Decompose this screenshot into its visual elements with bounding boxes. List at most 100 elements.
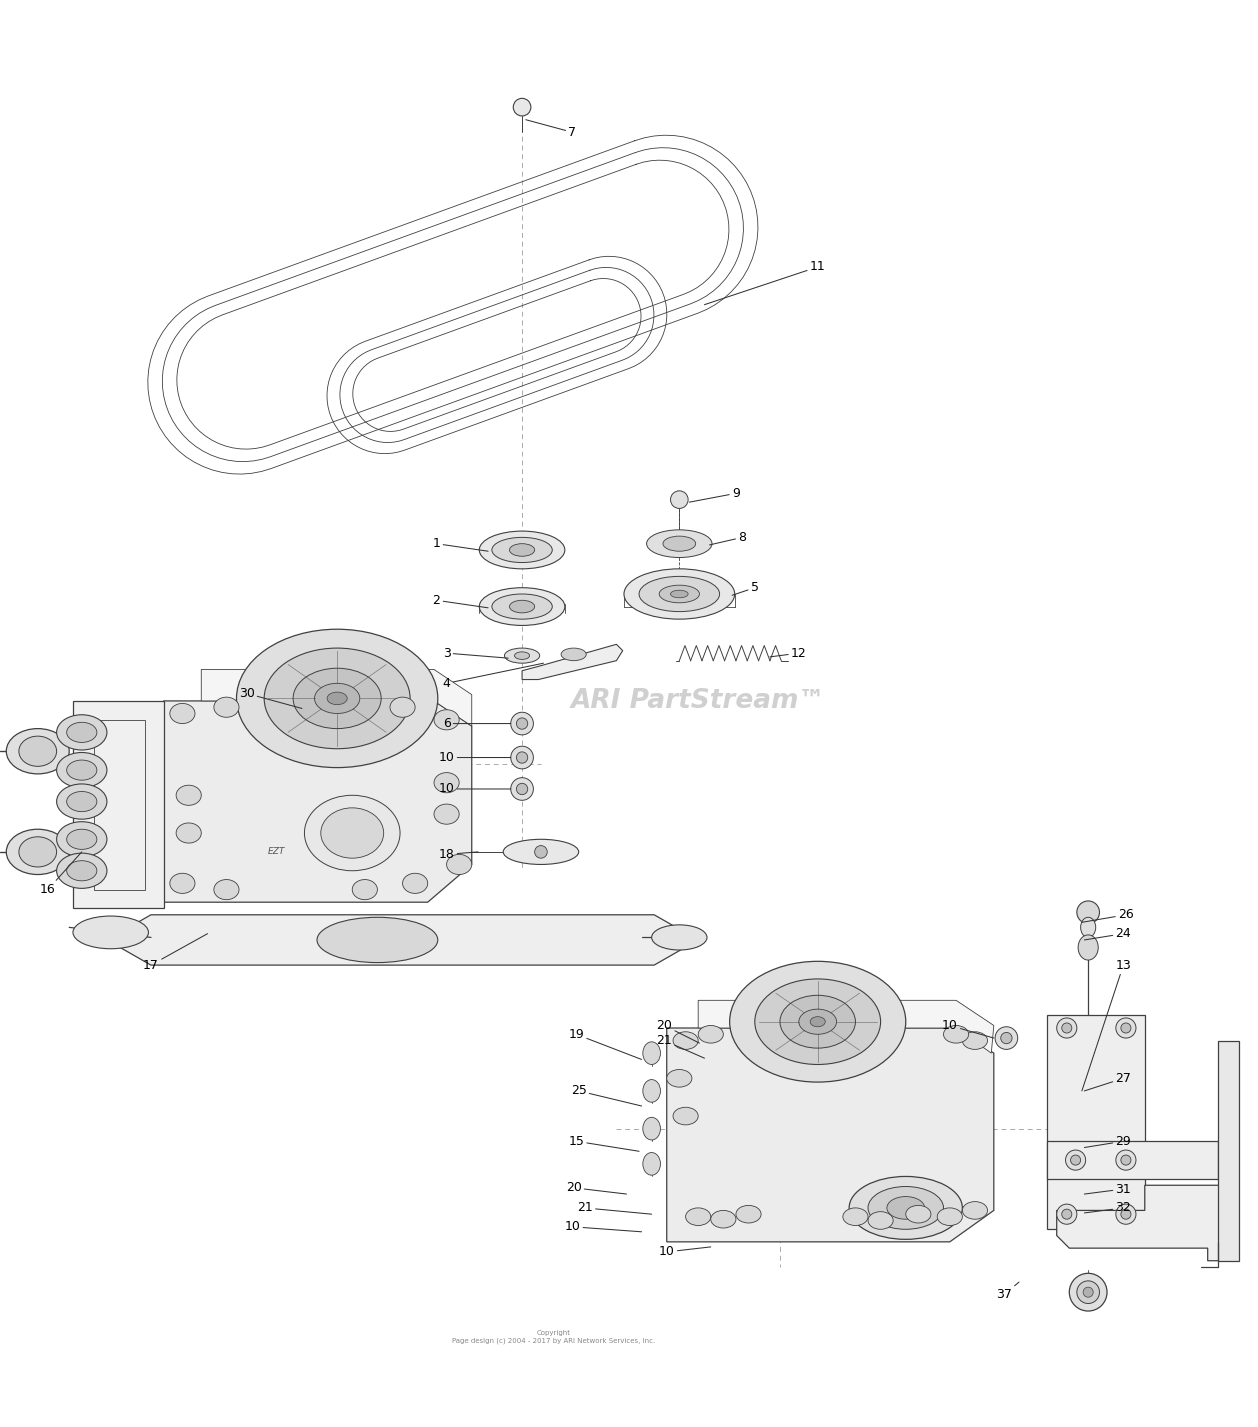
Ellipse shape — [67, 722, 97, 742]
Ellipse shape — [57, 715, 107, 751]
Ellipse shape — [906, 1206, 931, 1223]
Ellipse shape — [170, 873, 195, 893]
Ellipse shape — [492, 594, 552, 619]
Text: 11: 11 — [704, 260, 825, 304]
Ellipse shape — [671, 491, 688, 508]
Polygon shape — [201, 669, 472, 726]
Ellipse shape — [314, 684, 360, 714]
Text: 37: 37 — [996, 1281, 1019, 1301]
Ellipse shape — [995, 1027, 1018, 1049]
Ellipse shape — [1001, 1032, 1013, 1043]
Text: EZT: EZT — [268, 848, 286, 856]
Ellipse shape — [67, 761, 97, 781]
Text: ARI PartStream™: ARI PartStream™ — [571, 688, 825, 714]
Ellipse shape — [214, 698, 239, 718]
Ellipse shape — [73, 916, 148, 949]
Polygon shape — [522, 645, 623, 679]
Ellipse shape — [317, 918, 438, 963]
Ellipse shape — [176, 785, 201, 805]
Text: 9: 9 — [689, 487, 740, 502]
Ellipse shape — [686, 1207, 711, 1226]
Ellipse shape — [434, 709, 459, 729]
Polygon shape — [73, 701, 164, 909]
Ellipse shape — [944, 1026, 969, 1043]
Ellipse shape — [6, 829, 69, 875]
Ellipse shape — [1071, 1154, 1081, 1164]
Text: 10: 10 — [565, 1220, 642, 1233]
Ellipse shape — [624, 569, 735, 619]
Text: 10: 10 — [439, 782, 511, 795]
Ellipse shape — [1062, 1023, 1072, 1033]
Ellipse shape — [1057, 1204, 1077, 1224]
Text: 25: 25 — [571, 1085, 642, 1106]
Text: 29: 29 — [1084, 1134, 1131, 1147]
Ellipse shape — [403, 873, 428, 893]
Ellipse shape — [511, 712, 533, 735]
Polygon shape — [1057, 1186, 1220, 1260]
Ellipse shape — [57, 822, 107, 856]
Ellipse shape — [849, 1176, 962, 1239]
Ellipse shape — [780, 995, 855, 1047]
Polygon shape — [1218, 1040, 1239, 1260]
Ellipse shape — [447, 855, 472, 875]
Text: 10: 10 — [439, 751, 511, 763]
Ellipse shape — [513, 98, 531, 116]
Ellipse shape — [517, 718, 527, 729]
Text: 6: 6 — [443, 716, 511, 731]
Ellipse shape — [673, 1107, 698, 1124]
Ellipse shape — [515, 652, 530, 659]
Ellipse shape — [504, 648, 540, 664]
Ellipse shape — [57, 853, 107, 889]
Text: 17: 17 — [143, 933, 208, 972]
Polygon shape — [1047, 1016, 1145, 1229]
Text: 31: 31 — [1084, 1183, 1131, 1196]
Ellipse shape — [1121, 1023, 1131, 1033]
Ellipse shape — [57, 783, 107, 819]
Text: 1: 1 — [433, 537, 488, 551]
Ellipse shape — [561, 648, 586, 661]
Ellipse shape — [868, 1212, 893, 1229]
Text: 2: 2 — [433, 594, 488, 608]
Ellipse shape — [517, 783, 527, 795]
Ellipse shape — [214, 879, 239, 899]
Ellipse shape — [962, 1202, 988, 1219]
Ellipse shape — [736, 1206, 761, 1223]
Text: 21: 21 — [657, 1035, 704, 1059]
Ellipse shape — [304, 795, 400, 870]
Ellipse shape — [868, 1186, 944, 1229]
Text: 16: 16 — [40, 852, 82, 896]
Text: 7: 7 — [526, 120, 576, 138]
Ellipse shape — [643, 1153, 660, 1176]
Polygon shape — [698, 1000, 994, 1053]
Text: 21: 21 — [577, 1202, 652, 1214]
Ellipse shape — [652, 925, 707, 950]
Text: 13: 13 — [1082, 959, 1131, 1090]
Ellipse shape — [843, 1207, 868, 1226]
Ellipse shape — [1116, 1150, 1136, 1170]
Ellipse shape — [67, 829, 97, 849]
Text: 15: 15 — [569, 1134, 639, 1152]
Text: 18: 18 — [439, 848, 478, 860]
Ellipse shape — [1116, 1017, 1136, 1037]
Ellipse shape — [659, 585, 699, 602]
Text: 3: 3 — [443, 646, 508, 659]
Ellipse shape — [647, 529, 712, 558]
Text: 10: 10 — [942, 1019, 994, 1037]
Ellipse shape — [755, 979, 881, 1065]
Text: 32: 32 — [1084, 1202, 1131, 1214]
Ellipse shape — [1077, 900, 1099, 923]
Text: 20: 20 — [566, 1182, 626, 1194]
Ellipse shape — [67, 860, 97, 880]
Ellipse shape — [937, 1207, 962, 1226]
Ellipse shape — [6, 729, 69, 773]
Ellipse shape — [479, 531, 565, 569]
Ellipse shape — [698, 1026, 723, 1043]
Text: 27: 27 — [1084, 1072, 1131, 1090]
Ellipse shape — [57, 752, 107, 788]
Ellipse shape — [327, 692, 347, 705]
Ellipse shape — [321, 808, 384, 858]
Ellipse shape — [799, 1009, 837, 1035]
Text: 30: 30 — [239, 686, 302, 708]
Ellipse shape — [390, 698, 415, 718]
Text: 24: 24 — [1084, 928, 1131, 940]
